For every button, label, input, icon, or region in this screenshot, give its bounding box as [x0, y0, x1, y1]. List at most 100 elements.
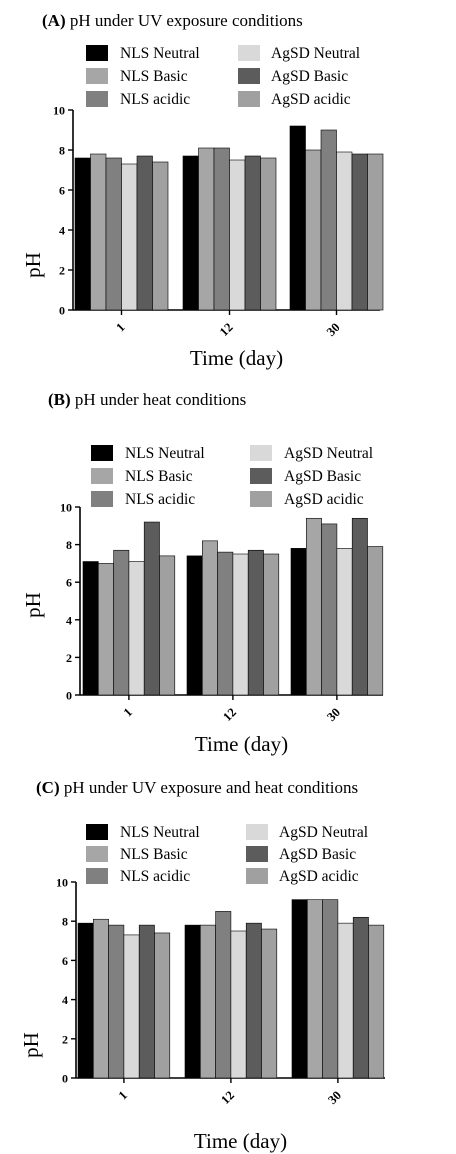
- bar: [182, 155, 199, 311]
- y-tick-label: 8: [62, 915, 68, 929]
- x-axis-label: Time (day): [190, 346, 283, 370]
- bar: [215, 911, 232, 1079]
- bar: [232, 553, 249, 696]
- chart-b-svg: (B) pH under heat conditions NLS Neutral N…: [21, 390, 384, 756]
- bar: [90, 153, 107, 311]
- legend-swatch: [238, 91, 260, 107]
- legend-label: NLS Neutral: [120, 824, 200, 841]
- legend-label: NLS Neutral: [120, 45, 200, 62]
- bar: [306, 899, 323, 1079]
- bar: [367, 546, 384, 696]
- legend-swatch: [250, 468, 272, 484]
- legend-swatch: [250, 445, 272, 461]
- bar: [291, 899, 308, 1079]
- chart-title-text: pH under UV exposure conditions: [66, 11, 303, 30]
- legend-swatch: [86, 68, 108, 84]
- legend-label: NLS acidic: [120, 868, 190, 885]
- bar: [352, 916, 369, 1079]
- x-tick-label: 30: [324, 320, 343, 339]
- y-axis-label: pH: [19, 1032, 43, 1058]
- bar: [152, 161, 169, 311]
- chart-panel-b: (B) pH under heat conditions NLS Neutral N…: [0, 380, 456, 765]
- bar: [230, 930, 247, 1079]
- y-tick-label: 0: [59, 304, 65, 318]
- y-tick-label: 6: [62, 954, 68, 968]
- x-tick-label: 1: [121, 705, 135, 719]
- y-axis-label: pH: [21, 592, 45, 618]
- x-tick-label: 1: [113, 320, 127, 334]
- legend-label: AgSD Neutral: [271, 45, 360, 62]
- bar: [121, 163, 138, 311]
- x-tick-label: 12: [220, 705, 239, 724]
- chart-c-svg: (C) pH under UV exposure and heat condit…: [19, 778, 385, 1153]
- bar: [154, 932, 171, 1079]
- legend-swatch: [86, 868, 108, 884]
- bar: [98, 563, 114, 696]
- legend-label: AgSD acidic: [271, 91, 351, 108]
- y-tick-label: 8: [66, 538, 72, 552]
- chart-title-text: pH under UV exposure and heat conditions: [60, 778, 359, 797]
- bar: [320, 129, 337, 311]
- y-tick-label: 6: [59, 184, 65, 198]
- x-tick-label: 30: [324, 705, 343, 724]
- legend-label: AgSD acidic: [284, 491, 364, 508]
- bar: [351, 517, 368, 696]
- legend-swatch: [86, 91, 108, 107]
- bar: [198, 147, 215, 311]
- bar: [261, 928, 278, 1079]
- bar: [337, 922, 354, 1079]
- bar: [351, 153, 368, 311]
- legend-swatch: [250, 491, 272, 507]
- legend-swatch: [91, 491, 113, 507]
- bar: [260, 157, 277, 311]
- legend-label: AgSD Neutral: [284, 445, 373, 462]
- bar: [263, 553, 280, 696]
- bar: [368, 924, 385, 1079]
- bar: [77, 922, 94, 1079]
- bar: [322, 899, 339, 1079]
- bar: [213, 147, 230, 311]
- bar: [289, 125, 306, 311]
- bar: [244, 155, 261, 311]
- chart-title: (B) pH under heat conditions: [48, 390, 246, 409]
- y-tick-label: 2: [66, 651, 72, 665]
- bar: [186, 555, 203, 696]
- legend-label: NLS acidic: [120, 91, 190, 108]
- legend-label: NLS Neutral: [125, 445, 205, 462]
- y-tick-label: 4: [66, 613, 72, 627]
- legend-label: NLS acidic: [125, 491, 195, 508]
- y-tick-label: 0: [66, 689, 72, 703]
- bar: [105, 157, 122, 311]
- x-axis-label: Time (day): [195, 732, 288, 756]
- legend-swatch: [86, 45, 108, 61]
- bar: [138, 924, 155, 1079]
- chart-title-text: pH under heat conditions: [71, 390, 247, 409]
- bar: [245, 922, 262, 1079]
- bar: [367, 153, 384, 311]
- legend-swatch: [238, 45, 260, 61]
- legend-swatch: [91, 445, 113, 461]
- chart-title-letter: (C): [36, 778, 60, 797]
- y-tick-label: 10: [53, 104, 65, 118]
- chart-title: (C) pH under UV exposure and heat condit…: [36, 778, 358, 797]
- bar: [143, 521, 160, 696]
- legend-label: AgSD Basic: [271, 68, 348, 85]
- chart-legend: NLS Neutral NLS Basic NLS acidic AgSD Neutr…: [86, 45, 360, 108]
- y-tick-label: 2: [62, 1032, 68, 1046]
- bar: [321, 523, 338, 696]
- legend-swatch: [246, 824, 268, 840]
- bar: [305, 517, 322, 696]
- legend-label: AgSD Basic: [284, 468, 361, 485]
- y-tick-label: 6: [66, 576, 72, 590]
- bar: [200, 924, 216, 1079]
- y-tick-label: 10: [60, 501, 72, 515]
- bar: [128, 561, 145, 696]
- legend-swatch: [238, 68, 260, 84]
- bar: [136, 155, 153, 311]
- y-tick-label: 2: [59, 264, 65, 278]
- legend-label: NLS Basic: [125, 468, 193, 485]
- bar: [305, 149, 322, 311]
- chart-panel-a: (A) pH under UV exposure conditions NLS N…: [0, 0, 456, 380]
- bar: [113, 549, 130, 696]
- bar: [159, 555, 176, 696]
